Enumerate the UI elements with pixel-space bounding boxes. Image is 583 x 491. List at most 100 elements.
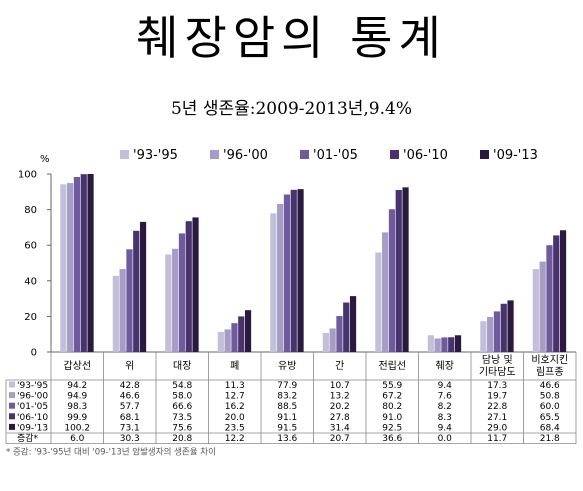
y-unit-label: % xyxy=(40,154,50,165)
table-cell: 27.1 xyxy=(487,413,507,423)
legend-swatch xyxy=(210,150,219,159)
table-cell: 77.9 xyxy=(277,381,297,391)
table-cell: 67.2 xyxy=(382,392,402,402)
bar xyxy=(343,302,350,352)
table-legend-key xyxy=(9,392,15,399)
table-cell: 73.5 xyxy=(172,413,192,423)
bar xyxy=(277,203,284,352)
y-tick-label: 100 xyxy=(18,170,37,181)
table-cell: 46.6 xyxy=(120,392,140,402)
bar xyxy=(112,275,119,352)
legend-swatch xyxy=(300,150,309,159)
table-cell: 20.7 xyxy=(330,434,350,444)
table-cell: 20.2 xyxy=(330,402,350,412)
y-tick-label: 0 xyxy=(31,348,37,359)
legend-label: '06-'10 xyxy=(403,148,448,163)
table-cell: 68.4 xyxy=(540,423,560,433)
bar xyxy=(375,252,382,352)
table-cell: 27.8 xyxy=(330,413,350,423)
table-legend-key xyxy=(9,402,15,409)
table-cell: 9.4 xyxy=(438,423,453,433)
table-cell: 6.0 xyxy=(70,434,85,444)
table-cell: 68.1 xyxy=(120,413,140,423)
table-cell: 73.1 xyxy=(120,423,140,433)
legend-label: '93-'95 xyxy=(133,148,178,163)
table-cell: 42.8 xyxy=(120,381,140,391)
legend-swatch xyxy=(390,150,399,159)
table-cell: 57.7 xyxy=(120,402,140,412)
bar xyxy=(133,230,140,352)
bar xyxy=(80,174,87,352)
table-cell: 100.2 xyxy=(64,423,90,433)
table-cell: 65.5 xyxy=(540,413,560,423)
bar xyxy=(322,332,329,352)
table-cell: 11.3 xyxy=(225,381,245,391)
bar xyxy=(126,249,133,352)
y-tick-label: 20 xyxy=(24,312,37,323)
bar xyxy=(217,331,224,352)
page-subtitle: 5년 생존율:2009-2013년,9.4% xyxy=(170,99,412,119)
table-cell: 91.0 xyxy=(382,413,402,423)
x-tick-label: 전립선 xyxy=(378,359,406,372)
x-tick-label: 폐 xyxy=(230,360,239,372)
bar xyxy=(185,221,192,352)
bar xyxy=(434,338,441,352)
table-cell: 80.2 xyxy=(382,402,402,412)
bar xyxy=(238,316,245,352)
table-row-label: '06-'10 xyxy=(17,413,48,423)
x-tick-label: 대장 xyxy=(173,360,191,372)
table-cell: 11.7 xyxy=(487,434,507,444)
bar xyxy=(283,194,291,352)
bar xyxy=(539,261,546,352)
y-tick-label: 40 xyxy=(24,276,37,287)
legend-label: '96-'00 xyxy=(223,148,268,163)
x-tick-label: 림프종 xyxy=(536,366,564,378)
x-tick-label: 비호지킨 xyxy=(531,354,568,366)
bar xyxy=(388,209,396,352)
page-title: 췌장암의 통계 xyxy=(136,11,447,65)
bar xyxy=(165,254,172,352)
table-cell: 23.5 xyxy=(225,423,245,433)
table-cell: 58.0 xyxy=(172,392,192,402)
table-cell: 36.6 xyxy=(382,434,402,444)
bar xyxy=(349,296,357,352)
table-cell: 10.7 xyxy=(330,381,350,391)
table-cell: 54.8 xyxy=(172,381,192,391)
table-row-label: '93-'95 xyxy=(17,381,48,391)
table-cell: 83.2 xyxy=(277,392,297,402)
table-cell: 92.5 xyxy=(382,423,402,433)
y-tick-label: 80 xyxy=(24,205,37,216)
bar xyxy=(67,183,74,352)
bar xyxy=(336,316,343,352)
table-cell: 8.2 xyxy=(438,402,452,412)
survival-bar-chart: '93-'95'96-'00'01-'05'06-'10'09-'13%0204… xyxy=(5,148,577,458)
table-cell: 75.6 xyxy=(172,423,192,433)
bar xyxy=(60,184,67,352)
legend-label: '09-'13 xyxy=(493,148,538,163)
bar xyxy=(297,189,304,352)
table-cell: 30.3 xyxy=(120,434,140,444)
table-cell: 88.5 xyxy=(277,402,297,412)
table-cell: 22.8 xyxy=(487,402,507,412)
table-cell: 94.9 xyxy=(67,392,87,402)
table-row-label: '01-'05 xyxy=(17,402,48,412)
table-cell: 12.7 xyxy=(225,392,245,402)
bar xyxy=(395,190,402,352)
bar xyxy=(500,303,507,352)
table-cell: 19.7 xyxy=(487,392,507,402)
bar xyxy=(244,310,252,352)
bar xyxy=(493,311,501,352)
x-tick-label: 위 xyxy=(125,359,134,372)
bar xyxy=(402,187,409,352)
table-cell: 55.9 xyxy=(382,381,402,391)
table-legend-key xyxy=(9,413,15,420)
table-cell: 60.0 xyxy=(540,402,560,412)
bar xyxy=(178,233,186,352)
bar xyxy=(454,335,462,352)
bar xyxy=(119,269,126,352)
table-cell: 31.4 xyxy=(330,423,350,433)
y-tick-label: 60 xyxy=(24,241,37,252)
table-cell: 20.0 xyxy=(225,413,245,423)
table-cell: 21.8 xyxy=(540,434,560,444)
bar xyxy=(87,174,94,352)
